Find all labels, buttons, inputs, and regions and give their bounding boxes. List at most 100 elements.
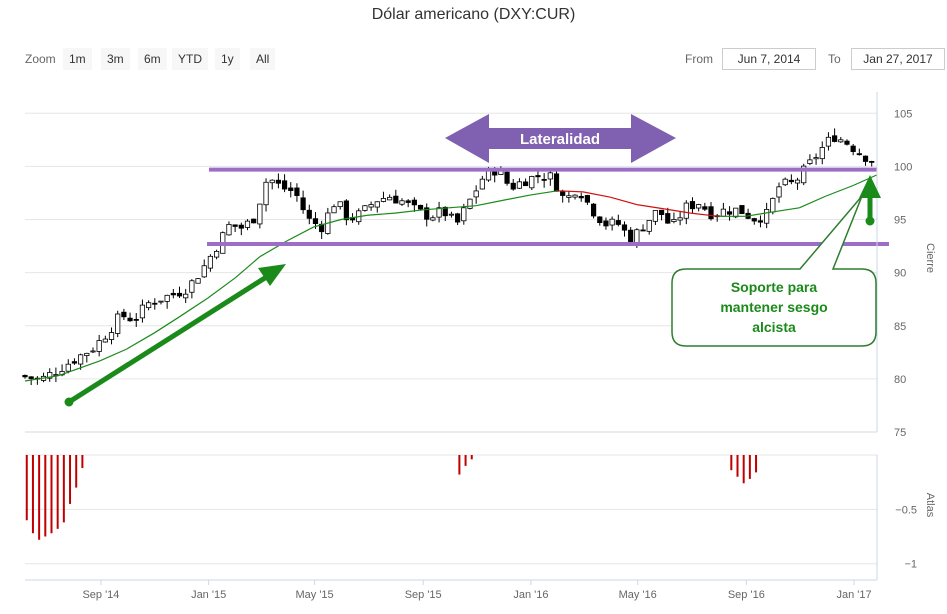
candlestick-series [22, 128, 875, 386]
candle-body [405, 200, 411, 203]
candle-body [794, 179, 801, 184]
zoom-6m-button[interactable]: 6m [138, 48, 167, 70]
candle-body [411, 199, 417, 206]
candle-body [726, 211, 733, 215]
candle-body [84, 352, 90, 356]
candle-body [702, 206, 708, 210]
candle-body [201, 265, 207, 278]
zoom-label: Zoom [25, 52, 56, 66]
candle-body [764, 209, 770, 224]
candle-body [22, 374, 28, 378]
moving-average-segment [557, 190, 584, 193]
candle-body [652, 210, 658, 222]
moving-average-segment [367, 212, 395, 216]
candle-body [102, 338, 108, 343]
candle-body [862, 155, 869, 162]
candle-body [331, 206, 337, 214]
moving-average-segment [502, 194, 531, 201]
candle-body [609, 218, 615, 226]
candle-body [436, 207, 442, 218]
candle-body [455, 213, 461, 223]
candle-body [251, 218, 257, 224]
candle-body [139, 304, 146, 319]
moving-average-segment [58, 360, 101, 377]
candle-body [553, 173, 560, 192]
range-from-input[interactable]: Jun 7, 2014 [722, 48, 816, 70]
candle-body [170, 292, 176, 296]
candle-body [757, 220, 764, 223]
candle-body [733, 207, 739, 218]
x-tick-label: Sep '14 [82, 589, 119, 601]
price-axis-title: Cierre [924, 243, 936, 273]
x-tick-label: Sep '15 [405, 589, 442, 601]
x-tick-label: Jan '15 [191, 589, 226, 601]
moving-average-segment [529, 190, 558, 196]
moving-average-segment [799, 195, 827, 209]
candle-body [590, 203, 597, 217]
candle-body [158, 300, 164, 303]
candle-body [47, 372, 53, 379]
support-label-line-2: mantener sesgo [720, 299, 827, 315]
candle-body [78, 354, 84, 365]
zoom-1m-button[interactable]: 1m [63, 48, 92, 70]
candle-body [152, 302, 158, 305]
moving-average-segment [422, 207, 449, 211]
moving-average-segment [636, 204, 665, 210]
candle-body [677, 217, 683, 221]
moving-average-segment [476, 199, 503, 207]
candle-body [819, 147, 825, 160]
candle-body [71, 361, 78, 364]
candle-body [646, 219, 652, 232]
candle-body [504, 171, 510, 184]
support-callout: Soporte para mantener sesgo alcista [671, 195, 877, 347]
candle-body [442, 206, 448, 217]
uptrend-arrow [64, 264, 286, 407]
candle-body [560, 191, 566, 196]
candle-body [751, 218, 757, 222]
range-to-input[interactable]: Jan 27, 2017 [851, 48, 945, 70]
candle-body [689, 201, 696, 210]
zoom-1y-button[interactable]: 1y [215, 48, 240, 70]
candle-body [801, 165, 807, 184]
range-to-label: To [828, 52, 841, 66]
candle-body [424, 207, 430, 220]
candle-body [844, 140, 850, 145]
candle-body [776, 186, 782, 198]
candle-body [578, 196, 584, 199]
candle-body [566, 195, 572, 198]
candle-body [300, 197, 306, 211]
zoom-ytd-button[interactable]: YTD [172, 48, 208, 70]
candle-body [337, 201, 343, 208]
candle-body [807, 159, 813, 164]
moving-average-segment [745, 211, 773, 217]
candle-body [825, 136, 832, 147]
candle-body [572, 194, 578, 198]
candle-body [312, 218, 319, 224]
candle-body [281, 180, 288, 190]
candle-body [640, 229, 646, 232]
candle-body [720, 208, 726, 217]
x-tick-label: Sep '16 [728, 589, 765, 601]
zoom-all-button[interactable]: All [250, 48, 276, 70]
price-tick-label: 85 [894, 321, 906, 333]
candle-body [529, 176, 535, 189]
candle-body [869, 161, 875, 163]
moving-average-segment [664, 208, 691, 214]
candle-body [850, 145, 856, 152]
candle-body [856, 153, 862, 156]
candle-body [603, 220, 609, 227]
candle-body [263, 181, 269, 206]
candle-body [634, 229, 640, 243]
moving-average-segment [234, 256, 261, 279]
moving-average-line [24, 174, 878, 382]
candle-body [467, 198, 473, 209]
candle-body [770, 197, 776, 213]
moving-average-segment [771, 207, 800, 213]
atlas-tick-label: −1 [904, 559, 917, 571]
horizontal-range-lines [207, 167, 889, 246]
candle-body [28, 376, 34, 379]
candle-body [374, 201, 380, 208]
zoom-3m-button[interactable]: 3m [101, 48, 130, 70]
price-tick-label: 80 [894, 374, 906, 386]
